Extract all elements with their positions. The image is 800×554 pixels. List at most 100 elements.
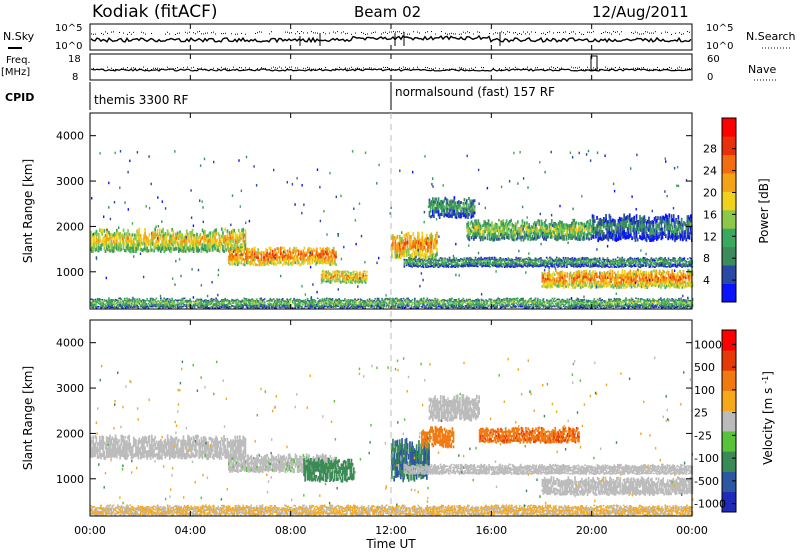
echo-cell [476, 231, 479, 235]
echo-cell [651, 260, 654, 262]
echo-cell [156, 243, 159, 247]
echo-cell [651, 234, 654, 238]
echo-cell [632, 262, 635, 264]
echo-cell [509, 266, 512, 268]
echo-cell [562, 286, 565, 289]
echo-cell [230, 254, 232, 257]
nave-point [359, 68, 360, 70]
echo-cell [206, 243, 208, 247]
echo-cell [609, 269, 611, 273]
echo-cell [654, 235, 657, 240]
echo-cell [151, 238, 153, 242]
echo-cell [596, 215, 598, 220]
echo-cell [673, 259, 675, 261]
echo-cell [227, 236, 230, 240]
echo-cell [576, 238, 579, 241]
echo-cell [572, 281, 574, 284]
echo-cell [322, 252, 325, 256]
echo-cell [684, 273, 687, 277]
echo-cell [323, 278, 325, 281]
echo-cell [447, 203, 450, 207]
echo-cell [659, 227, 662, 232]
echo-cell [574, 286, 576, 289]
echo-cell [534, 259, 537, 261]
echo-cell [459, 212, 461, 216]
echo-cell [464, 201, 467, 205]
echo-cell [552, 224, 554, 227]
echo-cell [418, 240, 420, 245]
echo-cell [614, 284, 617, 288]
echo-cell [287, 253, 290, 257]
nave-point [243, 69, 244, 71]
echo-cell [137, 229, 140, 233]
echo-cell [575, 259, 577, 262]
echo-cell [678, 234, 681, 239]
echo-cell [623, 221, 625, 226]
echo-cell [676, 235, 678, 240]
echo-cell [569, 264, 572, 266]
nave-point [615, 67, 616, 69]
echo-cell [581, 222, 584, 226]
echo-cell [325, 280, 327, 283]
echo-cell [633, 259, 636, 261]
echo-cell [625, 231, 628, 236]
echo-cell [584, 258, 586, 261]
echo-cell [443, 208, 445, 212]
echo-cell [95, 247, 98, 251]
echo-cell [500, 261, 503, 263]
echo-cell [164, 245, 167, 249]
echo-cell [450, 265, 453, 267]
echo-cell [639, 265, 642, 267]
echo-cell [232, 257, 235, 261]
echo-cell [581, 265, 584, 267]
echo-cell [440, 259, 443, 261]
echo-cell [233, 259, 236, 263]
echo-cell [610, 219, 613, 224]
echo-cell [508, 259, 511, 262]
echo-cell [219, 246, 222, 250]
echo-cell [309, 259, 311, 263]
echo-cell [534, 262, 537, 264]
echo-cell [165, 233, 168, 237]
echo-cell [458, 214, 460, 218]
echo-cell [471, 260, 473, 262]
echo-cell [666, 223, 668, 228]
echo-cell [228, 249, 230, 253]
echo-cell [472, 259, 475, 261]
echo-cell [452, 266, 454, 268]
echo-cell [597, 266, 600, 268]
echo-cell [488, 265, 490, 267]
echo-cell [134, 236, 136, 240]
echo-cell [469, 232, 472, 236]
echo-cell [461, 265, 463, 268]
echo-cell [594, 278, 597, 282]
echo-cell [490, 232, 492, 236]
echo-cell [531, 229, 534, 232]
echo-cell [400, 251, 402, 256]
echo-cell [566, 232, 569, 236]
echo-cell [420, 258, 423, 261]
echo-cell [624, 265, 627, 267]
echo-cell [650, 262, 653, 264]
echo-cell [611, 283, 614, 287]
echo-cell [320, 255, 323, 259]
echo-cell [300, 250, 302, 253]
echo-cell [451, 203, 453, 207]
echo-cell [556, 227, 559, 230]
echo-cell [530, 237, 533, 241]
echo-cell [544, 266, 547, 269]
echo-cell [491, 263, 494, 265]
echo-cell [180, 242, 182, 246]
echo-cell [472, 263, 475, 266]
echo-cell [347, 279, 350, 281]
echo-cell [279, 255, 282, 259]
echo-cell [264, 253, 266, 257]
echo-cell [571, 221, 573, 225]
echo-cell [583, 259, 585, 261]
echo-cell [318, 256, 320, 259]
echo-cell [617, 237, 620, 241]
echo-cell [500, 262, 503, 265]
echo-cell [235, 234, 238, 238]
nsearch-point [513, 32, 514, 34]
nsearch-point [187, 32, 188, 34]
